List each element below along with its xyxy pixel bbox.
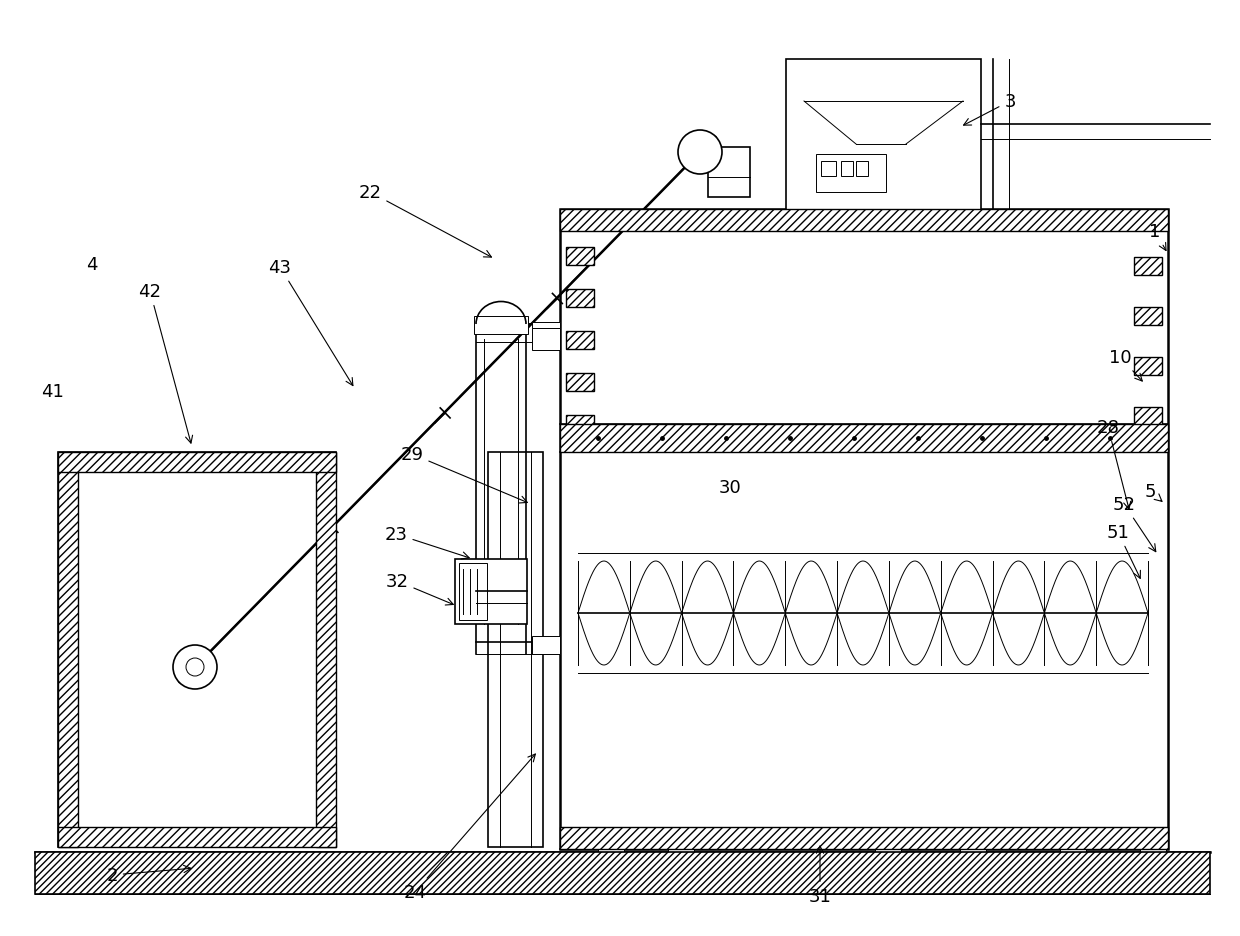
Text: 1: 1 — [1149, 223, 1166, 251]
Bar — [565, 248, 594, 266]
Text: 22: 22 — [358, 183, 491, 257]
Text: 30: 30 — [719, 478, 742, 496]
Text: 23: 23 — [384, 525, 469, 560]
Bar — [459, 563, 487, 621]
Bar — [1135, 358, 1162, 375]
Bar — [58, 452, 336, 847]
Text: 41: 41 — [41, 383, 63, 401]
Bar — [816, 154, 887, 193]
Bar — [565, 289, 594, 308]
Text: 43: 43 — [269, 258, 353, 387]
Bar — [1140, 849, 1166, 852]
Bar — [58, 827, 336, 847]
Circle shape — [678, 131, 722, 175]
Text: 2: 2 — [107, 866, 191, 885]
Bar — [474, 316, 528, 335]
Text: 4: 4 — [87, 256, 98, 273]
Bar — [560, 827, 1168, 849]
Text: 42: 42 — [139, 283, 192, 444]
Bar — [1135, 308, 1162, 326]
Bar — [565, 373, 594, 391]
Bar — [58, 452, 78, 847]
Bar — [875, 849, 901, 852]
Text: 29: 29 — [401, 446, 527, 504]
Text: 52: 52 — [1112, 495, 1156, 552]
Bar — [844, 210, 874, 214]
Text: 3: 3 — [963, 93, 1016, 126]
Circle shape — [186, 658, 205, 677]
Bar — [565, 416, 594, 433]
Text: 31: 31 — [808, 846, 832, 905]
Bar — [489, 452, 543, 847]
Bar — [560, 210, 1168, 232]
Bar — [35, 852, 1210, 894]
Bar — [1135, 257, 1162, 276]
Bar — [58, 452, 336, 473]
Text: 5: 5 — [1145, 482, 1162, 502]
Bar — [598, 849, 624, 852]
Bar — [668, 849, 694, 852]
Bar — [532, 323, 560, 329]
Bar — [1060, 849, 1086, 852]
Text: 28: 28 — [1096, 418, 1131, 509]
Text: 51: 51 — [1106, 523, 1141, 578]
Bar — [532, 636, 560, 654]
Text: 24: 24 — [403, 754, 536, 901]
Text: 32: 32 — [386, 573, 454, 606]
Bar — [1135, 407, 1162, 426]
Bar — [821, 162, 836, 177]
Bar — [455, 560, 527, 624]
Bar — [786, 60, 981, 214]
Bar — [316, 452, 336, 847]
Circle shape — [174, 645, 217, 689]
Bar — [565, 331, 594, 350]
Bar — [532, 329, 560, 351]
Bar — [708, 148, 750, 197]
Bar — [960, 849, 986, 852]
Bar — [560, 210, 1168, 849]
Text: 10: 10 — [1109, 348, 1142, 382]
Bar — [841, 162, 853, 177]
Bar — [560, 425, 1168, 452]
Bar — [856, 162, 868, 177]
